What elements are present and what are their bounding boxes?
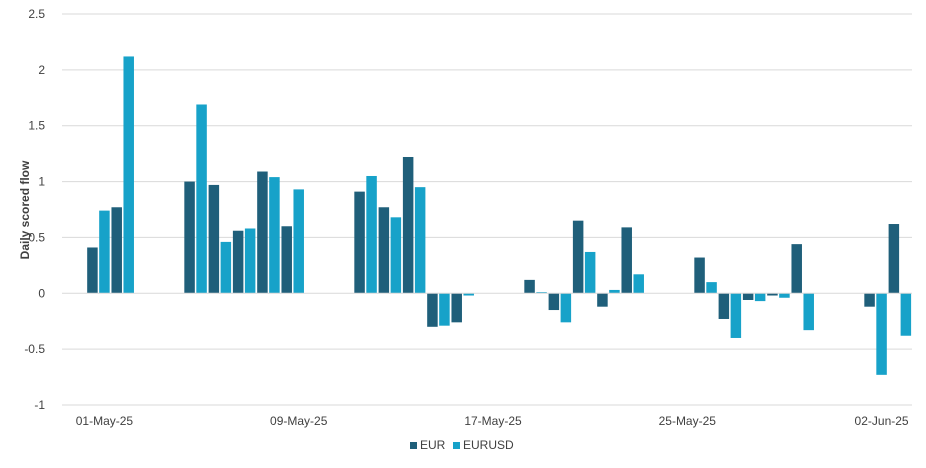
bar-eurusd (390, 217, 402, 294)
legend: EUR EURUSD (410, 438, 514, 452)
bar-eurusd (220, 241, 232, 294)
bar-eur (232, 230, 244, 294)
y-tick-label: 1 (38, 175, 45, 189)
bar-eur (208, 184, 220, 294)
bar-eurusd (269, 177, 280, 294)
bar-eurusd (366, 175, 377, 294)
bar-eur (864, 293, 875, 307)
bar-eurusd (293, 189, 304, 294)
bar-eur (524, 279, 535, 294)
bar-eurusd (536, 292, 547, 294)
bar-eur (548, 293, 560, 311)
legend-label-eur: EUR (420, 438, 446, 452)
bar-eur (767, 293, 778, 296)
bar-eur (718, 293, 730, 319)
x-tick-label: 17-May-25 (464, 414, 522, 428)
bar-eur (888, 224, 900, 294)
legend-swatch-eur (410, 442, 417, 449)
y-tick-label: 2 (38, 63, 45, 77)
bar-eur (742, 293, 754, 300)
bar-eur (791, 244, 802, 294)
bar-eurusd (730, 293, 742, 338)
bar-eurusd (196, 104, 207, 294)
bar-eur (111, 207, 122, 294)
legend-swatch-eurusd (453, 442, 460, 449)
y-tick-label: -0.5 (24, 342, 45, 356)
bar-eur (281, 226, 292, 294)
y-tick-label: 1.5 (28, 119, 45, 133)
bar-eurusd (779, 293, 790, 298)
bar-eur (87, 247, 98, 294)
y-tick-label: 0.5 (28, 230, 45, 244)
bar-eurusd (584, 251, 596, 294)
bar-eur (427, 293, 438, 327)
bar-eurusd (123, 56, 134, 294)
bar-eurusd (633, 274, 644, 294)
x-tick-label: 09-May-25 (270, 414, 328, 428)
x-tick-label: 25-May-25 (659, 414, 717, 428)
bar-eurusd (439, 293, 450, 326)
bar-eur (694, 257, 705, 294)
y-axis-title: Daily scored flow (18, 160, 32, 259)
bar-eur (572, 220, 584, 294)
bar-eurusd (900, 293, 912, 336)
bar-eur (621, 227, 632, 294)
x-tick-label: 02-Jun-25 (855, 414, 909, 428)
x-axis-ticks: 01-May-25 09-May-25 17-May-25 25-May-25 02-J… (76, 414, 909, 428)
bar-eur (451, 293, 462, 323)
y-tick-label: 0 (38, 286, 45, 300)
bars (87, 56, 912, 375)
bar-eurusd (876, 293, 887, 375)
bar-eur (184, 181, 195, 294)
legend-label-eurusd: EURUSD (463, 438, 514, 452)
bar-eurusd (99, 210, 110, 294)
bar-eurusd (414, 187, 426, 294)
bar-eurusd (463, 293, 474, 296)
bar-eur (354, 191, 365, 294)
bar-eurusd (560, 293, 572, 323)
bar-eur (402, 156, 414, 294)
bar-eurusd (609, 289, 620, 294)
x-tick-label: 01-May-25 (76, 414, 134, 428)
y-tick-label: -1 (34, 398, 45, 412)
y-tick-label: 2.5 (28, 7, 45, 21)
bar-eurusd (754, 293, 766, 302)
bar-eurusd (803, 293, 814, 331)
bar-eurusd (244, 228, 256, 294)
bar-eur (257, 171, 268, 294)
y-axis-ticks: 2.5 2 1.5 1 0.5 0 -0.5 -1 (24, 7, 45, 412)
bar-eur (378, 207, 390, 294)
bar-eurusd (706, 282, 717, 294)
bar-eur (597, 293, 608, 307)
